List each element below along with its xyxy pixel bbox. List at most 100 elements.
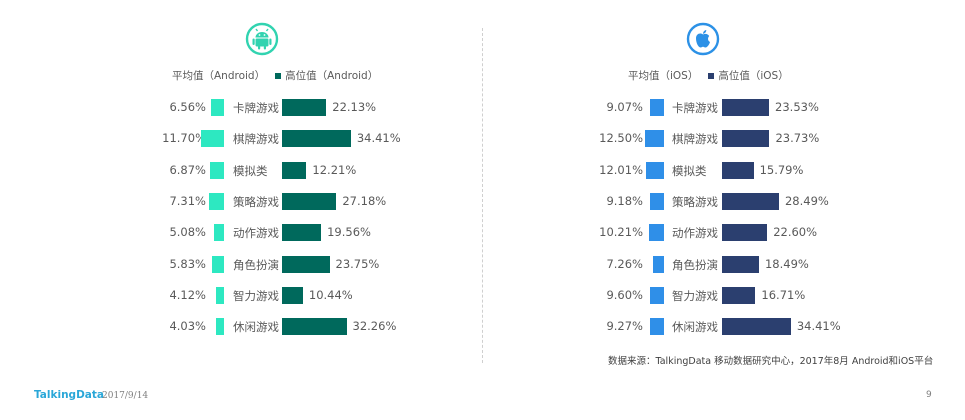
android-high-bar [282,318,347,336]
legend-android-high-label: 高位值（Android） [285,70,379,82]
ios-category-label: 休闲游戏 [672,320,718,335]
ios-row: 7.26% 角色扮演 18.49% [590,255,920,274]
ios-category-label: 智力游戏 [672,288,718,303]
ios-high-bar [722,130,770,148]
ios-legend: 平均值（iOS） 高位值（iOS） [628,68,789,83]
ios-category-label: 策略游戏 [672,194,718,209]
ios-row: 12.50% 棋牌游戏 23.73% [590,129,920,148]
ios-high-bar [722,255,759,273]
ios-avg-value-label: 7.26% [606,256,643,271]
android-row: 6.56% 卡牌游戏 22.13% [150,98,480,117]
ios-avg-bar [645,130,664,148]
android-high-bar [282,224,322,242]
ios-avg-value-label: 9.27% [606,319,643,334]
ios-avg-bar [650,192,664,210]
ios-high-bar [722,286,756,304]
android-high-value-label: 10.44% [308,287,353,302]
legend-android-high-swatch [275,72,282,79]
ios-high-bar [722,161,754,179]
android-icon [245,22,279,56]
android-category-label: 棋牌游戏 [233,132,279,147]
android-avg-value-label: 7.31% [169,193,206,208]
android-row: 4.03% 休闲游戏 32.26% [150,317,480,336]
android-high-bar [282,130,351,148]
ios-high-value-label: 23.53% [775,100,819,114]
android-category-label: 模拟类 [233,163,268,178]
ios-row: 9.18% 策略游戏 28.49% [590,192,920,211]
android-row: 4.12% 智力游戏 10.44% [150,286,480,305]
android-avg-value-label: 11.70% [162,131,206,146]
ios-high-value-label: 34.41% [796,319,841,334]
ios-avg-bar [648,224,664,242]
android-category-label: 动作游戏 [233,226,279,241]
android-category-label: 休闲游戏 [233,320,279,335]
android-avg-value-label: 6.56% [169,100,206,114]
ios-avg-value-label: 12.50% [599,131,643,146]
ios-category-label: 卡牌游戏 [672,101,718,115]
ios-avg-bar [645,161,664,179]
legend-android-low-label: 平均值（Android） [172,70,266,82]
android-category-label: 策略游戏 [233,194,279,209]
ios-avg-bar [653,255,664,273]
ios-category-label: 模拟类 [672,163,707,178]
brand-logo: TalkingData [34,389,104,401]
android-high-value-label: 34.41% [356,131,401,146]
android-high-bar [282,286,303,304]
android-high-bar [282,161,307,179]
legend-ios-low-label: 平均值（iOS） [628,70,699,82]
apple-icon [686,22,720,56]
ios-row: 12.01% 模拟类 15.79% [590,161,920,180]
android-category-label: 角色扮演 [233,257,279,272]
ios-high-value-label: 15.79% [759,162,804,177]
android-high-value-label: 22.13% [332,100,377,114]
android-row: 5.08% 动作游戏 19.56% [150,223,480,242]
android-high-value-label: 23.75% [335,256,380,271]
android-category-label: 智力游戏 [233,288,279,303]
ios-row: 9.27% 休闲游戏 34.41% [590,317,920,336]
android-high-value-label: 32.26% [352,319,397,334]
ios-avg-value-label: 10.21% [599,225,643,240]
android-row: 7.31% 策略游戏 27.18% [150,192,480,211]
data-source-note: 数据来源：TalkingData 移动数据研究中心，2017年8月 Androi… [608,356,934,367]
ios-category-label: 角色扮演 [672,257,718,272]
panel-divider [482,28,483,363]
ios-category-label: 动作游戏 [672,226,718,241]
android-avg-bar [212,255,224,273]
android-avg-bar [200,130,224,148]
ios-high-value-label: 18.49% [764,256,809,271]
android-high-value-label: 12.21% [312,162,357,177]
android-row: 6.87% 模拟类 12.21% [150,161,480,180]
ios-avg-value-label: 9.60% [606,287,643,302]
android-avg-bar [213,224,224,242]
ios-high-value-label: 28.49% [784,193,829,208]
legend-ios-high-label: 高位值（iOS） [718,70,789,82]
android-avg-bar [209,192,224,210]
android-avg-bar [215,286,224,304]
android-avg-bar [210,99,224,116]
ios-high-value-label: 22.60% [773,225,818,240]
android-avg-value-label: 6.87% [169,162,206,177]
android-avg-value-label: 4.12% [169,287,206,302]
android-legend: 平均值（Android） 高位值（Android） [172,68,378,83]
ios-row: 10.21% 动作游戏 22.60% [590,223,920,242]
android-high-value-label: 27.18% [342,193,387,208]
ios-row: 9.60% 智力游戏 16.71% [590,286,920,305]
ios-row: 9.07% 卡牌游戏 23.53% [590,98,920,117]
ios-avg-bar [649,286,664,304]
page-number: 9 [926,390,932,400]
ios-high-bar [722,192,779,210]
android-avg-bar [215,318,224,336]
ios-high-bar [722,318,791,336]
ios-high-bar [722,99,770,116]
ios-high-value-label: 16.71% [761,287,806,302]
android-avg-value-label: 5.08% [169,225,206,240]
android-high-bar [282,192,337,210]
footer-date: 2017/9/14 [102,391,149,401]
android-high-bar [282,255,330,273]
android-avg-value-label: 4.03% [169,319,206,334]
ios-high-bar [722,224,768,242]
android-avg-value-label: 5.83% [169,256,206,271]
ios-avg-value-label: 9.18% [606,193,643,208]
ios-avg-value-label: 9.07% [606,100,643,114]
android-row: 11.70% 棋牌游戏 34.41% [150,129,480,148]
